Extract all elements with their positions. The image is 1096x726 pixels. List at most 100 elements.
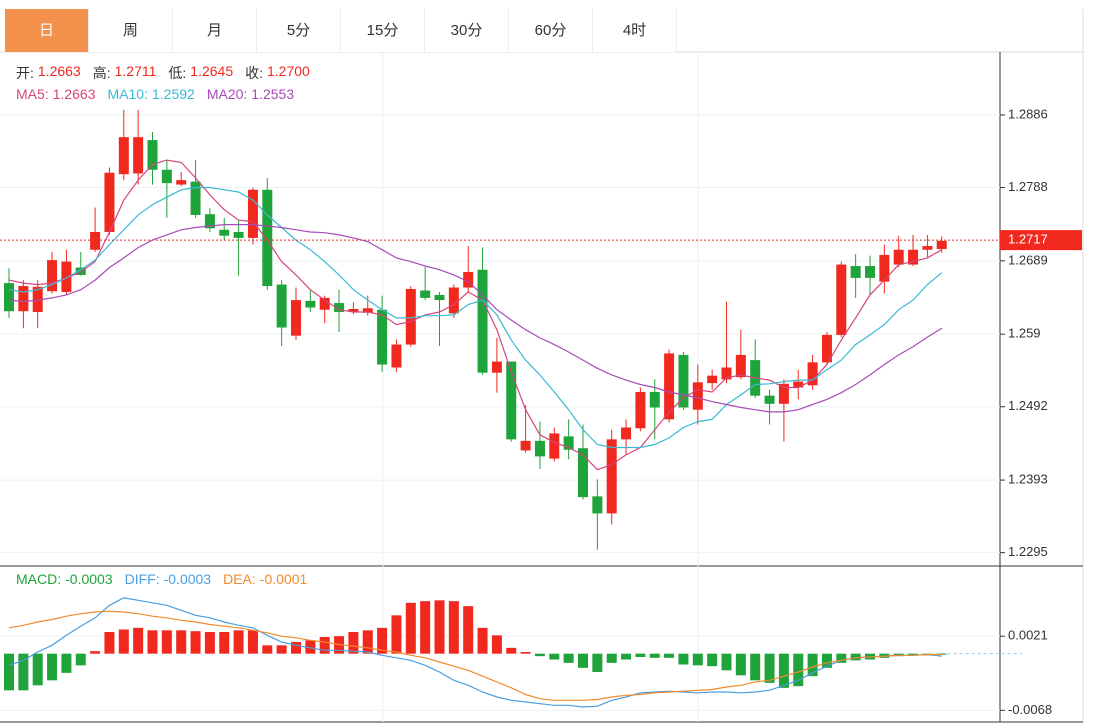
legend-label: MA5:	[16, 86, 49, 102]
candle-body	[32, 286, 43, 312]
candle-body	[592, 496, 603, 514]
macd-bar	[420, 601, 431, 654]
legend-item: DEA: -0.0001	[223, 571, 307, 587]
candle-body	[922, 246, 933, 250]
macd-bar	[434, 600, 445, 654]
candle-body	[305, 300, 316, 308]
legend-value: -0.0003	[163, 571, 212, 587]
macd-bar	[563, 653, 574, 663]
macd-bar	[247, 630, 258, 654]
tab[interactable]: 15分	[341, 9, 425, 52]
tab[interactable]: 日	[5, 9, 89, 52]
macd-bar	[534, 653, 545, 657]
legend-item: 高: 1.2711	[93, 63, 157, 83]
candle-body	[448, 287, 459, 314]
macd-bar	[477, 627, 488, 654]
y-tick-label: 1.2295	[1008, 544, 1048, 559]
candle-body	[420, 290, 431, 298]
y-tick-label: 1.2492	[1008, 398, 1048, 413]
candle-body	[649, 391, 660, 408]
last-price-box	[1000, 230, 1082, 251]
candle-body	[707, 375, 718, 384]
candle-body	[75, 267, 86, 275]
y-tick-label: 1.2689	[1008, 252, 1048, 267]
y-tick-label: 1.2788	[1008, 179, 1048, 194]
candle-body	[262, 189, 273, 287]
macd-bar	[707, 653, 718, 667]
macd-bar	[793, 653, 804, 687]
macd-bar	[47, 653, 58, 681]
macd-bar	[262, 645, 273, 654]
candle-body	[61, 261, 72, 292]
macd-bar	[578, 653, 588, 668]
macd-bar	[621, 653, 632, 660]
candle-body	[204, 214, 215, 229]
candle-body	[735, 354, 746, 378]
candle-body	[291, 300, 301, 336]
legend-label: 开:	[16, 65, 34, 81]
macd-bar	[4, 653, 14, 691]
macd-bar	[32, 653, 43, 686]
tab[interactable]: 30分	[425, 9, 509, 52]
ma-line	[8, 224, 943, 413]
macd-bar	[75, 653, 86, 666]
candle-body	[4, 283, 14, 312]
legend-item: MA20: 1.2553	[207, 86, 294, 102]
tab[interactable]: 月	[173, 9, 257, 52]
tab[interactable]: 周	[89, 9, 173, 52]
legend-value: -0.0003	[65, 571, 113, 587]
tab[interactable]: 60分	[509, 9, 593, 52]
macd-bar	[61, 653, 72, 673]
legend-value: 1.2553	[251, 86, 295, 102]
candle-body	[764, 395, 775, 404]
legend-label: MA20:	[206, 86, 248, 102]
macd-bar	[850, 653, 861, 661]
macd-bar	[750, 653, 761, 681]
candle-body	[793, 381, 804, 388]
macd-bar	[276, 645, 287, 654]
candle-body	[434, 294, 445, 301]
macd-bar	[176, 630, 187, 654]
macd-bar	[190, 631, 201, 654]
candle-body	[865, 266, 875, 278]
macd-bar	[491, 635, 502, 654]
candle-body	[104, 172, 115, 232]
macd-bar	[391, 615, 402, 654]
candle-body	[276, 284, 287, 328]
legend-label: MA10:	[107, 86, 148, 102]
macd-bar	[506, 647, 517, 654]
tab[interactable]: 5分	[257, 9, 341, 52]
candle-body	[233, 231, 244, 238]
macd-bar	[592, 653, 603, 672]
legend-value: 1.2711	[114, 63, 157, 79]
candle-body	[491, 361, 502, 373]
macd-bar	[606, 653, 617, 663]
macd-bar	[649, 653, 660, 658]
macd-bar	[778, 653, 789, 688]
candle-body	[348, 309, 359, 312]
macd-bar	[133, 627, 144, 654]
legend-value: 1.2645	[190, 63, 234, 79]
candle-body	[219, 229, 230, 236]
y-tick-label: 1.2393	[1008, 472, 1048, 487]
ohlc-legend: 开: 1.2663 高: 1.2711 低: 1.2645 收: 1.2700	[16, 63, 310, 83]
macd-bar	[520, 652, 531, 654]
macd-bar	[291, 642, 301, 654]
y-tick-label: 1.259	[1008, 326, 1041, 341]
tab[interactable]: 4时	[593, 9, 677, 52]
macd-bar	[362, 630, 373, 654]
legend-value: 1.2700	[267, 63, 310, 79]
macd-bar	[219, 632, 230, 654]
candle-body	[319, 297, 330, 310]
legend-item: MA5: 1.2663	[16, 86, 96, 102]
legend-item: MACD: -0.0003	[16, 571, 113, 587]
macd-bar	[664, 653, 675, 658]
macd-line	[8, 610, 942, 701]
frame	[0, 9, 1084, 723]
candle-body	[692, 382, 703, 410]
candle-body	[190, 181, 201, 215]
last-price-label: 1.2717	[1008, 232, 1048, 247]
legend-value: 1.2663	[52, 86, 96, 102]
